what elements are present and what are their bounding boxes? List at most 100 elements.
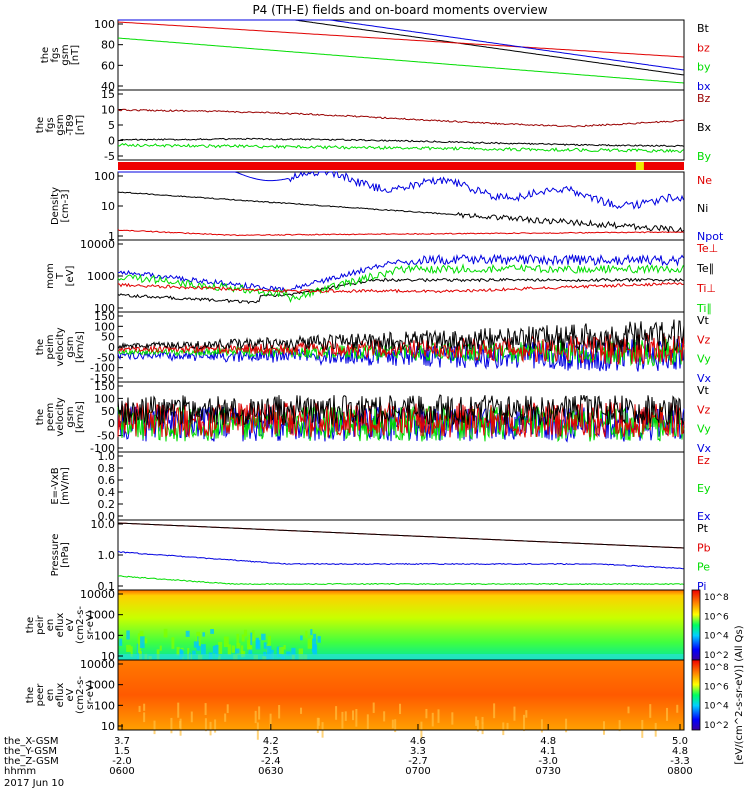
spectrogram-streak [366, 714, 369, 729]
series-Te-perp [117, 281, 684, 294]
legend-efield-2: Ex [697, 510, 711, 523]
legend-electron-velocity-0: Vt [697, 384, 710, 397]
spectrogram-speckle [140, 636, 145, 649]
y-tick-label: 100 [94, 170, 115, 183]
legend-fgs-gsm-t89-1: Bx [697, 121, 712, 134]
y-tick-label: 40 [101, 80, 115, 93]
y-axis-label-line: [km/s] [75, 331, 86, 363]
y-axis-label-line: fgs [45, 117, 56, 132]
y-tick-label: 0.4 [98, 486, 116, 499]
spectrogram-streak [256, 722, 259, 740]
series-Bz [117, 108, 684, 128]
spectrogram-streak [603, 721, 606, 735]
y-axis-label: the fgs gsm [nT] [40, 44, 81, 65]
spectrogram-streak [493, 703, 496, 719]
legend-fgs-gsm-2: by [697, 61, 711, 74]
panel-frame [117, 239, 685, 313]
spectrogram-speckle [243, 629, 248, 637]
x-row-value: -3.0 [538, 756, 558, 767]
spectrogram-speckle [137, 642, 142, 654]
y-axis-label-line: [eV] [65, 266, 76, 287]
legend-density-1: Ni [697, 202, 708, 215]
spectrogram-streak [224, 713, 227, 722]
y-axis-label-line: peem [45, 403, 56, 431]
spectrogram-speckle [126, 630, 130, 640]
series-pressure [117, 522, 684, 586]
spectrogram-speckle [201, 644, 206, 655]
y-tick-label: 100 [94, 302, 115, 315]
spectrogram-speckle [261, 633, 266, 641]
chart-title: P4 (TH-E) fields and on-board moments ov… [252, 3, 547, 17]
legend-fgs-gsm-t89-0: Bz [697, 92, 711, 105]
y-axis-label-line: en [45, 619, 56, 632]
spectrogram-speckle [255, 637, 260, 648]
spectrogram-speckle [176, 646, 180, 656]
y-tick-label: 10000 [80, 658, 115, 671]
legend-pressure-2: Pe [697, 561, 710, 574]
spectrogram-streak [355, 708, 358, 727]
y-axis-label-line: [km/s] [75, 401, 86, 433]
colorbar-label: [eV/(cm^2-s-sr-eV)] (All Qs) [734, 625, 745, 764]
spectrogram-streak [513, 706, 516, 721]
spectrogram-streak [372, 702, 375, 713]
series-electron-velocity [117, 394, 685, 443]
colorbar-1 [691, 659, 701, 731]
colorbar-tick-label: 10^4 [704, 702, 729, 712]
x-row-value: 3.3 [410, 746, 426, 757]
x-row-label: the_Y-GSM [4, 746, 57, 757]
y-axis-label-line: fgs [50, 47, 61, 62]
spectrogram-speckle [300, 635, 303, 641]
series-Npot [118, 171, 684, 210]
spectrogram-streak [143, 712, 146, 723]
y-tick-label: 0.6 [98, 474, 116, 487]
x-row-value: -2.0 [112, 756, 132, 767]
spectrogram-speckle [248, 643, 253, 652]
y-axis-label-line: peim [45, 334, 56, 359]
spectrogram-streak [565, 718, 568, 733]
spectrogram-streak [317, 717, 320, 726]
y-axis-label: Density [cm-3] [50, 187, 71, 225]
x-row-value: -2.4 [261, 756, 281, 767]
y-tick-label: 80 [101, 39, 115, 52]
y-axis-label-line: en [45, 689, 56, 702]
spectrogram-speckle [126, 644, 131, 652]
spectrogram-speckle [192, 650, 196, 655]
spectrogram-speckle [119, 638, 123, 646]
legend-temperature-3: Ti∥ [696, 302, 712, 315]
colorbar-tick-label: 10^6 [704, 612, 729, 622]
x-row-value: 4.8 [540, 736, 556, 747]
spectrogram-speckle [263, 642, 267, 649]
spectrogram-streak [269, 713, 272, 729]
y-tick-label: 1000 [87, 679, 115, 692]
spectrogram-streak [502, 722, 505, 736]
y-axis-label-line: the [25, 617, 36, 633]
y-axis-label-line: -T89 [65, 114, 76, 136]
y-tick-label: 1.0 [98, 549, 116, 562]
quality-flag-mark [635, 162, 644, 170]
x-row-value: 4.8 [672, 746, 688, 757]
series-fgs-gsm-t89 [117, 108, 684, 153]
legend-electron-velocity-1: Vz [697, 403, 711, 416]
legend-fgs-gsm-3: bx [697, 80, 711, 93]
spectrogram-speckle [215, 644, 219, 658]
y-axis-label-line: (cm2-s- [75, 606, 86, 644]
spectrogram-streak [506, 722, 509, 730]
spectrogram-streak [618, 720, 621, 732]
series-Ne [117, 229, 684, 237]
spectrogram-low-band [118, 654, 684, 660]
y-tick-label: 1000 [87, 270, 115, 283]
spectrogram-speckle [130, 646, 133, 657]
spectrogram-speckle [185, 630, 190, 637]
colorbar-tick-label: 10^8 [704, 663, 729, 673]
y-axis-label-line: the [35, 339, 46, 355]
panel-temperature: 10000 1000 100 mom T [eV] Te⊥ Te∥ Ti⊥ Ti∥ [45, 238, 718, 315]
series-Pe [117, 575, 684, 586]
y-tick-label: 0 [108, 135, 115, 148]
series-temperature [117, 253, 684, 305]
y-axis-label-line: sr-eV) [85, 610, 96, 639]
y-tick-label: 50 [101, 405, 115, 418]
spectrogram-speckle [227, 644, 232, 655]
